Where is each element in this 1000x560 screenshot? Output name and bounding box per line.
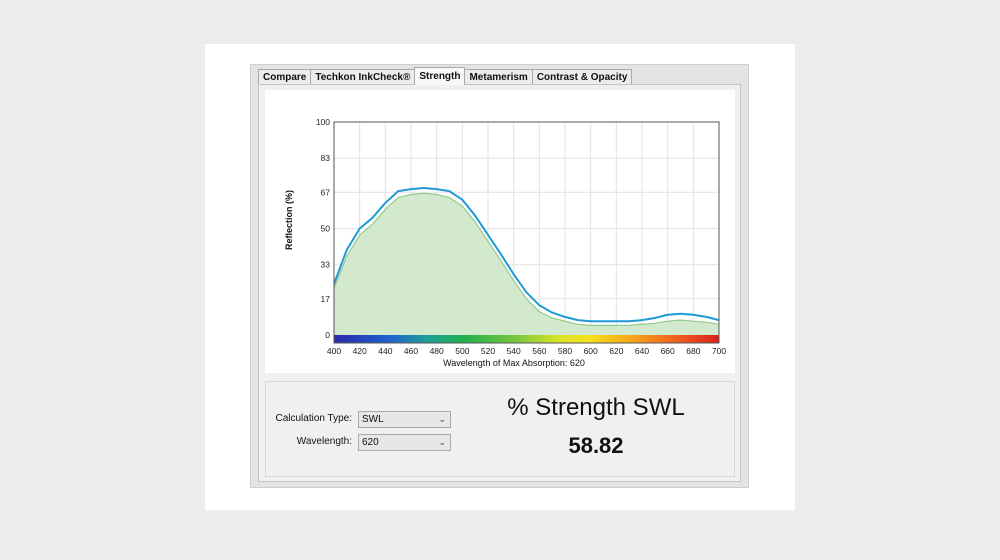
x-tick-label: 480: [430, 346, 444, 356]
x-tick-label: 620: [609, 346, 623, 356]
tab-contrast-opacity[interactable]: Contrast & Opacity: [531, 69, 633, 84]
result-value: 58.82: [568, 433, 624, 458]
tab-bar: Compare Techkon InkCheck® Strength Metam…: [258, 67, 633, 85]
x-axis-label: Wavelength of Max Absorption: 620: [443, 358, 585, 368]
result-title: % Strength SWL: [507, 394, 685, 421]
y-tick-label: 67: [321, 187, 331, 197]
y-tick-label: 83: [321, 153, 331, 163]
x-tick-label: 580: [558, 346, 572, 356]
x-tick-label: 680: [686, 346, 700, 356]
controls-area: Calculation Type: SWL ⌄ Wavelength: 620 …: [265, 381, 735, 477]
x-tick-label: 600: [584, 346, 598, 356]
calculation-type-value: SWL: [362, 414, 384, 425]
series-line-reference: [333, 186, 720, 323]
chevron-down-icon: ⌄: [438, 437, 446, 447]
x-tick-label: 420: [353, 346, 367, 356]
chart-area: Reflection (%) 0 17 33 50 67 83 100 400 420 440 46…: [265, 90, 735, 373]
wavelength-label: Wavelength:: [296, 436, 352, 447]
y-tick-label: 0: [325, 330, 330, 340]
y-tick-label: 33: [321, 260, 331, 270]
y-tick-label: 17: [321, 294, 331, 304]
x-tick-label: 460: [404, 346, 418, 356]
tab-techkon-inkcheck[interactable]: Techkon InkCheck®: [310, 69, 416, 84]
strength-app-window: Compare Techkon InkCheck® Strength Metam…: [250, 64, 749, 488]
x-tick-label: 540: [507, 346, 521, 356]
x-tick-label: 400: [327, 346, 341, 356]
chevron-down-icon: ⌄: [438, 414, 446, 424]
calculation-type-label: Calculation Type:: [275, 413, 352, 424]
series-line-sample: [333, 192, 720, 326]
x-tick-label: 500: [455, 346, 469, 356]
x-tick-label: 700: [712, 346, 726, 356]
strength-panel: Reflection (%) 0 17 33 50 67 83 100 400 420 440 46…: [258, 84, 741, 482]
x-tick-label: 440: [378, 346, 392, 356]
reflection-chart: 0 17 33 50 67 83 100 400 420 440 460 480 500 520 540 56…: [316, 117, 727, 368]
wavelength-value: 620: [362, 437, 379, 448]
tab-strength[interactable]: Strength: [414, 67, 466, 85]
y-tick-label: 50: [321, 224, 331, 234]
calculation-type-select[interactable]: SWL ⌄: [358, 411, 451, 428]
plot-frame: [333, 121, 720, 344]
wavelength-select[interactable]: 620 ⌄: [358, 434, 451, 451]
tab-compare[interactable]: Compare: [258, 69, 312, 84]
x-tick-label: 640: [635, 346, 649, 356]
tab-metamerism[interactable]: Metamerism: [464, 69, 533, 84]
y-tick-label: 100: [316, 117, 330, 127]
x-tick-label: 660: [661, 346, 675, 356]
spectrum-bar: [334, 335, 719, 343]
x-tick-label: 520: [481, 346, 495, 356]
series-area-fill: [334, 193, 719, 335]
x-tick-label: 560: [532, 346, 546, 356]
